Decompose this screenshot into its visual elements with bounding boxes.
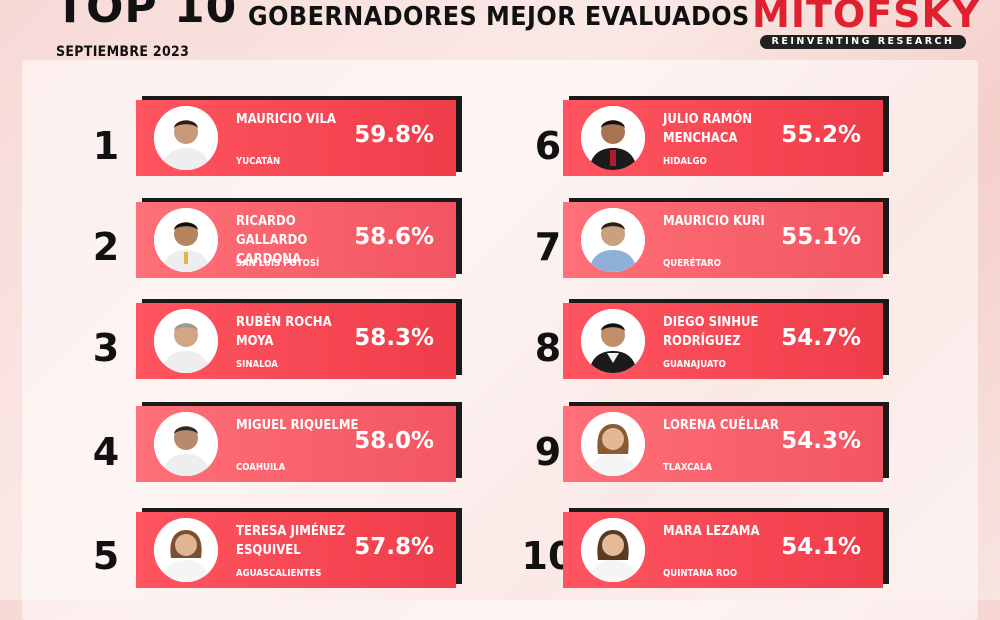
ranking-card-7: MAURICIO KURI QUERÉTARO 55.1% xyxy=(563,198,889,278)
person-avatar xyxy=(154,518,218,582)
rank-number: 1 xyxy=(92,124,120,168)
state-name: QUINTANA ROO xyxy=(663,568,738,579)
governor-name: RUBÉN ROCHA MOYA xyxy=(236,315,332,349)
state-name: HIDALGO xyxy=(663,156,707,167)
ranking-card-6: JULIO RAMÓN MENCHACA HIDALGO 55.2% xyxy=(563,96,889,176)
person-avatar xyxy=(154,208,218,272)
state-name: QUERÉTARO xyxy=(663,258,722,269)
governor-name: TERESA JIMÉNEZ ESQUIVEL xyxy=(236,524,346,558)
approval-value: 57.8% xyxy=(354,534,434,560)
person-silhouette-icon xyxy=(154,106,218,170)
state-name: AGUASCALIENTES xyxy=(236,568,322,579)
governor-name: MIGUEL RIQUELME xyxy=(236,418,359,433)
rank-number: 2 xyxy=(92,225,120,269)
governor-name: JULIO RAMÓN MENCHACA xyxy=(663,112,753,146)
governor-name: MAURICIO KURI xyxy=(663,214,765,229)
person-avatar xyxy=(154,309,218,373)
person-silhouette-icon xyxy=(154,309,218,373)
rank-number: 3 xyxy=(92,326,120,370)
person-avatar xyxy=(581,106,645,170)
approval-value: 58.3% xyxy=(354,325,434,351)
page-subtitle: GOBERNADORES MEJOR EVALUADOS xyxy=(248,2,750,32)
ranking-card-10: MARA LEZAMA QUINTANA ROO 54.1% xyxy=(563,508,889,588)
person-silhouette-icon xyxy=(154,518,218,582)
ranking-card-5: TERESA JIMÉNEZ ESQUIVEL AGUASCALIENTES 5… xyxy=(136,508,462,588)
state-name: COAHUILA xyxy=(236,462,286,473)
governor-name: MAURICIO VILA xyxy=(236,112,336,127)
state-name: SAN LUIS POTOSÍ xyxy=(236,258,320,269)
ranking-card-8: DIEGO SINHUE RODRÍGUEZ GUANAJUATO 54.7% xyxy=(563,299,889,379)
ranking-card-1: MAURICIO VILA YUCATÁN 59.8% xyxy=(136,96,462,176)
person-silhouette-icon xyxy=(581,106,645,170)
approval-value: 55.1% xyxy=(781,224,861,250)
person-silhouette-icon xyxy=(154,208,218,272)
logo-tagline: REINVENTING RESEARCH xyxy=(760,35,966,49)
ranking-card-2: RICARDO GALLARDO CARDONA SAN LUIS POTOSÍ… xyxy=(136,198,462,278)
approval-value: 54.1% xyxy=(781,534,861,560)
state-name: SINALOA xyxy=(236,359,278,370)
person-avatar xyxy=(154,412,218,476)
person-avatar xyxy=(581,208,645,272)
rank-number: 9 xyxy=(534,430,562,474)
person-silhouette-icon xyxy=(581,412,645,476)
page-title: TOP 10 xyxy=(55,0,238,33)
governor-name: DIEGO SINHUE RODRÍGUEZ xyxy=(663,315,759,349)
state-name: YUCATÁN xyxy=(236,156,281,167)
rank-number: 4 xyxy=(92,430,120,474)
approval-value: 58.0% xyxy=(354,428,434,454)
person-avatar xyxy=(154,106,218,170)
rank-number: 6 xyxy=(534,124,562,168)
approval-value: 55.2% xyxy=(781,122,861,148)
governor-name: LORENA CUÉLLAR xyxy=(663,418,779,433)
ranking-card-9: LORENA CUÉLLAR TLAXCALA 54.3% xyxy=(563,402,889,482)
governor-name: MARA LEZAMA xyxy=(663,524,760,539)
ranking-card-3: RUBÉN ROCHA MOYA SINALOA 58.3% xyxy=(136,299,462,379)
date-label: SEPTIEMBRE 2023 xyxy=(56,44,190,60)
approval-value: 54.7% xyxy=(781,325,861,351)
person-avatar xyxy=(581,518,645,582)
approval-value: 54.3% xyxy=(781,428,861,454)
state-name: GUANAJUATO xyxy=(663,359,726,370)
rank-number: 7 xyxy=(534,225,562,269)
state-name: TLAXCALA xyxy=(663,462,713,473)
governor-name: RICARDO GALLARDO CARDONA xyxy=(236,214,308,267)
ranking-card-4: MIGUEL RIQUELME COAHUILA 58.0% xyxy=(136,402,462,482)
approval-value: 58.6% xyxy=(354,224,434,250)
person-silhouette-icon xyxy=(581,518,645,582)
person-silhouette-icon xyxy=(581,208,645,272)
logo-wordmark: MITOFSKY xyxy=(752,0,981,36)
approval-value: 59.8% xyxy=(354,122,434,148)
mitofsky-logo: MITOFSKY REINVENTING RESEARCH xyxy=(752,0,981,58)
rank-number: 8 xyxy=(534,326,562,370)
person-silhouette-icon xyxy=(581,309,645,373)
person-silhouette-icon xyxy=(154,412,218,476)
person-avatar xyxy=(581,412,645,476)
person-avatar xyxy=(581,309,645,373)
rank-number: 5 xyxy=(92,534,120,578)
